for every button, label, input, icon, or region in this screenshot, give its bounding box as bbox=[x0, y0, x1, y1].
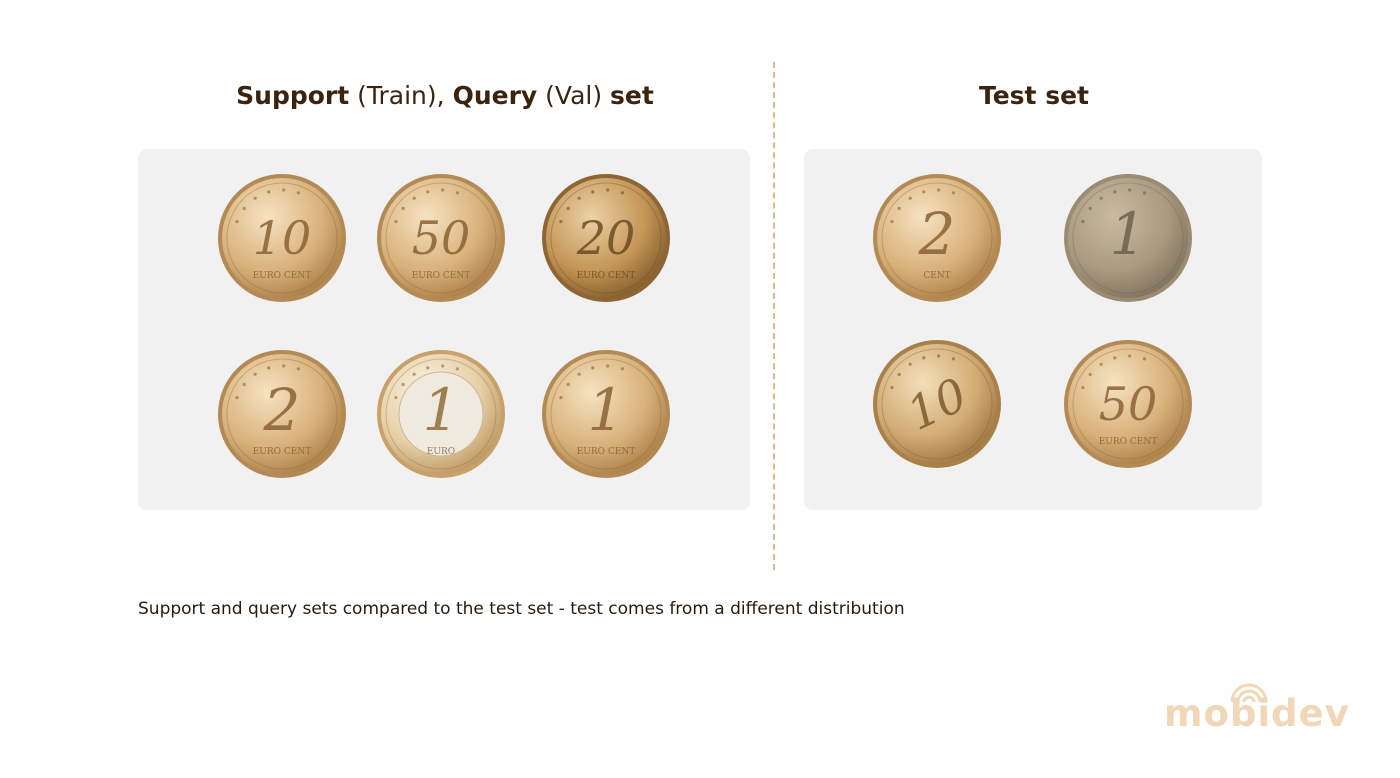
coin-graphic: 1 bbox=[1064, 174, 1192, 302]
coin-value-text: 1 bbox=[588, 376, 625, 444]
coin-10-cent: 10 EURO CENT bbox=[216, 172, 348, 304]
coin-graphic: 2 CENT bbox=[873, 174, 1001, 302]
coin-label-text: CENT bbox=[923, 271, 950, 281]
mobidev-logo: mobidev bbox=[1160, 678, 1349, 738]
coin-graphic: 1 EURO bbox=[377, 350, 505, 478]
coin-graphic: 20 EURO CENT bbox=[542, 174, 670, 302]
coin-value-text: 1 bbox=[1110, 200, 1147, 268]
coin-graphic: 50 EURO CENT bbox=[377, 174, 505, 302]
dashed-divider bbox=[773, 62, 775, 570]
coin-value-text: 50 bbox=[412, 211, 471, 265]
coin-graphic: 10 bbox=[873, 340, 1001, 468]
coin-value-text: 20 bbox=[576, 211, 636, 265]
test-coin-1-grey: 1 bbox=[1062, 172, 1194, 304]
test-coin-10-rotated: 10 bbox=[871, 338, 1003, 470]
coin-label-text: EURO CENT bbox=[577, 447, 636, 457]
coin-2-cent: 2 EURO CENT bbox=[216, 348, 348, 480]
coin-value-text: 10 bbox=[253, 211, 312, 265]
test-set-heading: Test set bbox=[805, 78, 1263, 114]
coin-label-text: EURO CENT bbox=[253, 447, 312, 457]
support-query-heading: Support (Train), Query (Val) set bbox=[140, 78, 750, 114]
heading-set: set bbox=[610, 81, 654, 110]
coin-label-text: EURO CENT bbox=[1099, 437, 1158, 447]
heading-val: (Val) bbox=[537, 81, 611, 110]
coin-graphic: 10 EURO CENT bbox=[218, 174, 346, 302]
coin-label-text: EURO CENT bbox=[577, 271, 636, 281]
coin-1-euro: 1 EURO bbox=[375, 348, 507, 480]
coin-label-text: EURO CENT bbox=[253, 271, 312, 281]
logo-text: mobidev bbox=[1164, 692, 1350, 735]
coin-graphic: 50 EURO CENT bbox=[1064, 340, 1192, 468]
coin-graphic: 2 EURO CENT bbox=[218, 350, 346, 478]
test-coin-50-cent: 50 EURO CENT bbox=[1062, 338, 1194, 470]
coin-20-cent: 20 EURO CENT bbox=[540, 172, 672, 304]
figure-caption: Support and query sets compared to the t… bbox=[138, 599, 905, 619]
coin-value-text: 2 bbox=[263, 376, 301, 444]
coin-1-cent: 1 EURO CENT bbox=[540, 348, 672, 480]
heading-query: Query bbox=[452, 81, 538, 110]
heading-support: Support bbox=[236, 81, 350, 110]
coin-value-text: 50 bbox=[1099, 377, 1158, 431]
coin-value-text: 1 bbox=[423, 376, 460, 444]
wifi-signal-icon bbox=[1230, 683, 1268, 703]
coin-50-cent: 50 EURO CENT bbox=[375, 172, 507, 304]
heading-train: (Train), bbox=[349, 81, 453, 110]
coin-label-text: EURO bbox=[427, 447, 455, 457]
coin-value-text: 2 bbox=[918, 200, 956, 268]
coin-label-text: EURO CENT bbox=[412, 271, 471, 281]
test-coin-2-cent: 2 CENT bbox=[871, 172, 1003, 304]
heading-test-set: Test set bbox=[978, 81, 1089, 110]
coin-graphic: 1 EURO CENT bbox=[542, 350, 670, 478]
